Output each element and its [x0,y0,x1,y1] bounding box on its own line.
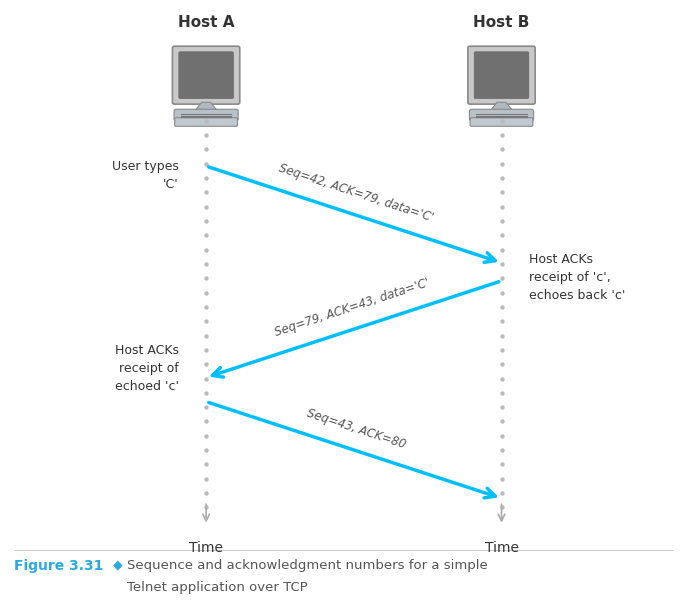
Text: Time: Time [484,541,519,554]
FancyBboxPatch shape [174,118,238,126]
Text: Host ACKs
receipt of 'c',
echoes back 'c': Host ACKs receipt of 'c', echoes back 'c… [529,253,625,303]
Text: User types
'C': User types 'C' [112,159,179,191]
Text: Host ACKs
receipt of
echoed 'c': Host ACKs receipt of echoed 'c' [115,344,179,393]
Text: Seq=42, ACK=79, data='C': Seq=42, ACK=79, data='C' [277,162,435,225]
Text: ◆: ◆ [113,559,123,572]
FancyBboxPatch shape [468,47,535,104]
FancyBboxPatch shape [469,109,534,121]
FancyBboxPatch shape [174,109,238,121]
Polygon shape [490,102,513,111]
Text: Time: Time [189,541,223,554]
Text: Sequence and acknowledgment numbers for a simple: Sequence and acknowledgment numbers for … [127,559,488,572]
FancyBboxPatch shape [172,47,240,104]
Text: Seq=43, ACK=80: Seq=43, ACK=80 [304,406,407,451]
Polygon shape [194,102,218,111]
Text: Telnet application over TCP: Telnet application over TCP [127,581,308,594]
Text: Host B: Host B [473,15,530,30]
FancyBboxPatch shape [179,52,234,98]
FancyBboxPatch shape [474,52,529,98]
Text: Seq=79, ACK=43, data='C': Seq=79, ACK=43, data='C' [273,277,431,339]
Text: Host A: Host A [178,15,234,30]
FancyBboxPatch shape [470,118,533,126]
Text: Figure 3.31: Figure 3.31 [14,559,103,573]
